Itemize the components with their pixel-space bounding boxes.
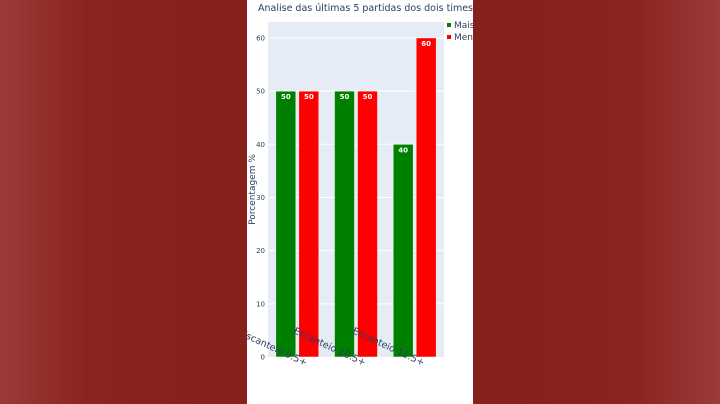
bar-data-label: 40 (398, 146, 408, 154)
plot-area (268, 22, 444, 357)
bar-data-label: 50 (363, 93, 373, 101)
bars: 50 50 50 50 40 60 (275, 37, 437, 358)
bar-data-label: 60 (421, 40, 431, 48)
y-tick-label: 50 (256, 88, 265, 96)
bar-chart: Analise das últimas 5 partidas dos dois … (247, 3, 473, 369)
legend-label: Menos (454, 33, 473, 43)
chart-title: Analise das últimas 5 partidas dos dois … (258, 3, 473, 14)
gridlines (268, 37, 444, 305)
y-tick-label: 10 (256, 300, 265, 308)
y-tick-label: 20 (256, 247, 265, 255)
bar-mais (334, 90, 355, 358)
y-tick-label: 40 (256, 141, 265, 149)
bar-menos (298, 90, 320, 358)
y-axis-ticks: 0 10 20 30 40 50 60 (256, 34, 265, 361)
legend-swatch (447, 35, 451, 39)
legend-item-mais[interactable]: Mais (447, 21, 473, 31)
legend-swatch (447, 23, 451, 27)
bar-mais (392, 144, 414, 358)
y-tick-label: 0 (261, 354, 265, 362)
bar-data-label: 50 (340, 93, 350, 101)
bar-data-label: 50 (281, 93, 291, 101)
bar-mais (275, 90, 297, 358)
y-tick-label: 60 (256, 34, 265, 42)
legend-label: Mais (454, 21, 473, 31)
y-tick-label: 30 (256, 194, 265, 202)
legend-item-menos[interactable]: Menos (447, 33, 473, 43)
y-axis-title: Porcentagem % (248, 154, 258, 225)
chart-frame: Analise das últimas 5 partidas dos dois … (247, 0, 473, 404)
bar-data-label: 50 (304, 93, 314, 101)
legend[interactable]: Mais Menos (447, 21, 473, 43)
bar-menos (357, 90, 378, 358)
bar-menos (415, 37, 437, 358)
